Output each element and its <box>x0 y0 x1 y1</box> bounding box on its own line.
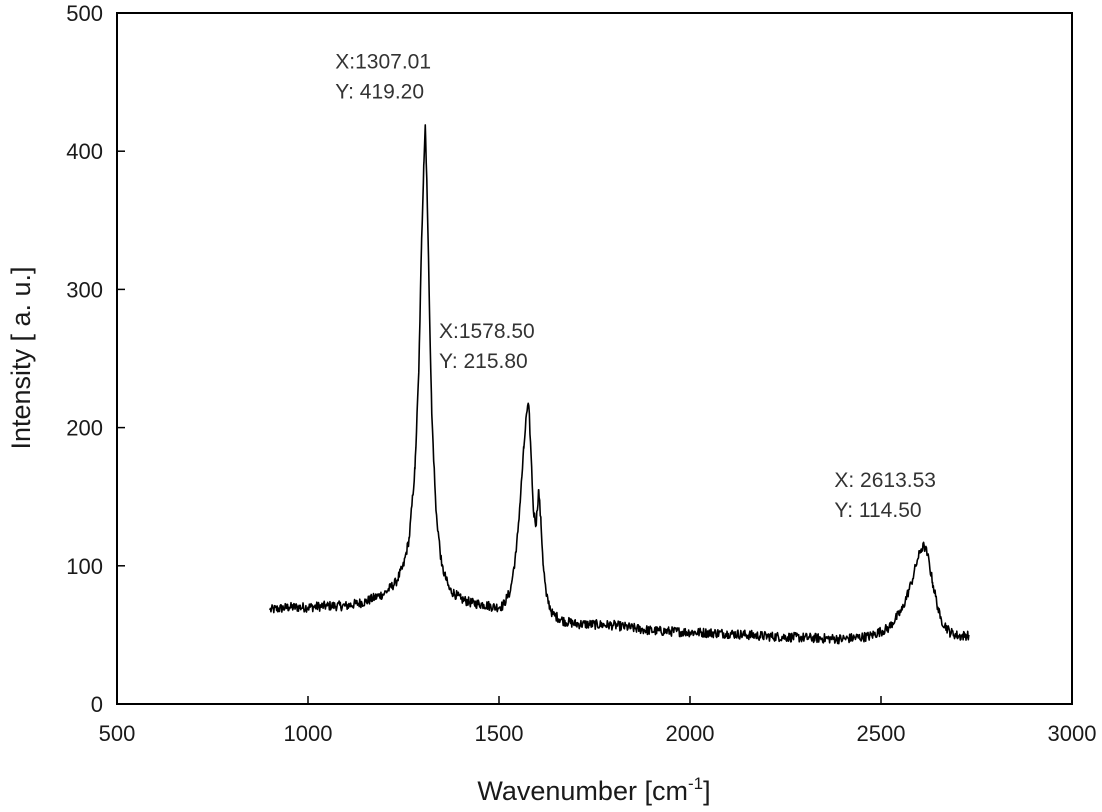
plot-frame <box>116 12 1073 705</box>
peak-annotations: X:1307.01 Y: 419.20 X:1578.50 Y: 215.80 X: 2… <box>335 51 936 522</box>
y-tick-label: 400 <box>66 139 103 164</box>
x-axis-title: Wavenumber [cm-1] <box>477 774 710 806</box>
peak-annotation-y: Y: 215.80 <box>439 350 528 373</box>
peak-annotation-x: X:1307.01 <box>335 51 431 74</box>
x-axis-title-text: Wavenumber [cm <box>477 776 688 806</box>
x-tick-label: 1000 <box>284 721 333 746</box>
x-tick-label: 500 <box>99 721 136 746</box>
peak-annotation-y: Y: 419.20 <box>335 81 424 104</box>
x-axis-title-superscript: -1 <box>688 774 703 793</box>
x-tick-label: 2500 <box>857 721 906 746</box>
tick-marks <box>116 12 1073 705</box>
y-tick-label: 500 <box>66 1 103 26</box>
peak-annotation-x: X: 2613.53 <box>834 469 936 492</box>
peak-annotation-y: Y: 114.50 <box>834 499 921 522</box>
spectrum-line <box>269 124 970 645</box>
tick-labels: 500 1000 1500 2000 2500 3000 0 100 200 300 400 500 <box>66 1 1096 746</box>
x-tick-label: 2000 <box>666 721 715 746</box>
y-tick-label: 0 <box>91 692 103 717</box>
x-tick-label: 1500 <box>475 721 524 746</box>
x-axis-title-suffix: ] <box>703 776 711 806</box>
peak-annotation-x: X:1578.50 <box>439 320 535 343</box>
y-tick-label: 200 <box>66 416 103 441</box>
x-tick-label: 3000 <box>1048 721 1097 746</box>
y-axis-title: Intensity [ a. u.] <box>6 266 36 449</box>
y-tick-label: 300 <box>66 277 103 302</box>
y-tick-label: 100 <box>66 554 103 579</box>
